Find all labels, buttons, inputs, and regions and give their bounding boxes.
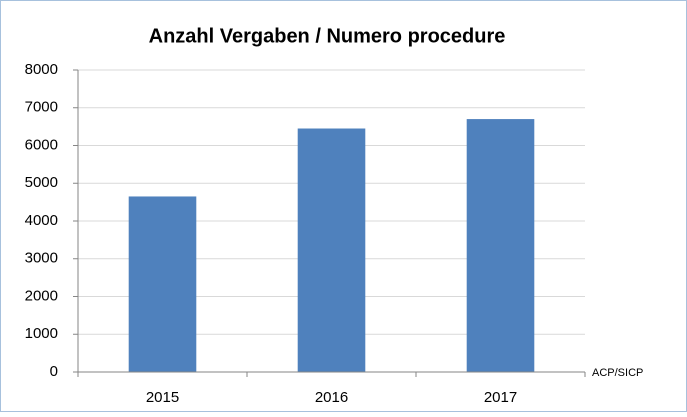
x-tick-label: 2015 — [146, 389, 179, 406]
y-tick-label: 1000 — [25, 325, 58, 342]
x-tick-label: 2017 — [484, 389, 517, 406]
x-tick-label: 2016 — [315, 389, 348, 406]
y-tick-label: 3000 — [25, 250, 58, 267]
y-tick-label: 5000 — [25, 174, 58, 191]
y-tick-label: 2000 — [25, 287, 58, 304]
bar — [297, 128, 366, 372]
chart-title: Anzahl Vergaben / Numero procedure — [149, 25, 506, 47]
source-note: ACP/SICP — [592, 367, 643, 379]
y-tick-label: 7000 — [25, 99, 58, 116]
y-tick-label: 0 — [50, 363, 58, 380]
y-tick-label: 6000 — [25, 136, 58, 153]
y-tick-label: 8000 — [25, 61, 58, 78]
y-tick-label: 4000 — [25, 212, 58, 229]
bar — [128, 196, 197, 372]
bar — [466, 119, 535, 372]
